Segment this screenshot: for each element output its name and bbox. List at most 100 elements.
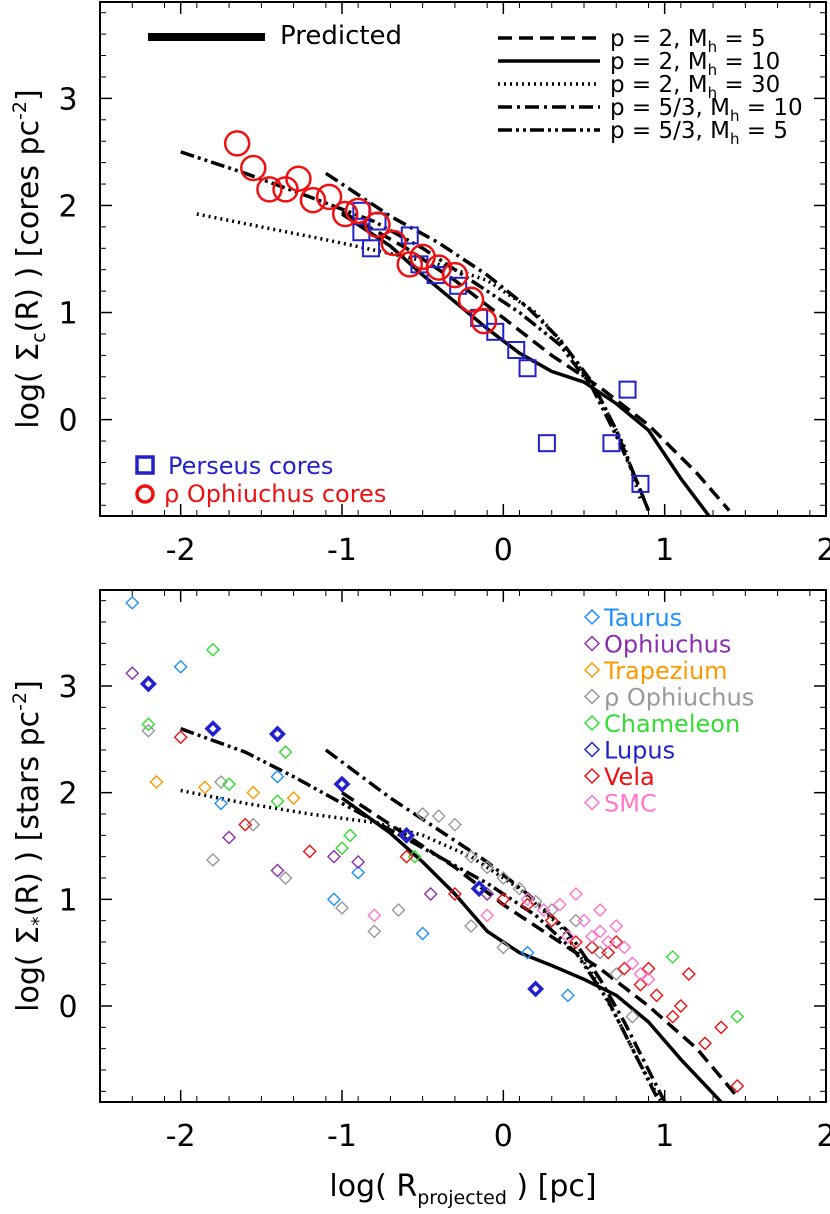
point-vela — [520, 897, 535, 912]
y-tick-label: 1 — [58, 297, 77, 332]
bottom-data-points — [125, 595, 745, 1093]
point-chameleon — [343, 828, 358, 843]
point-ophiuchus — [625, 1009, 640, 1024]
top-legend: Predicted p = 2, Mh = 5p = 2, Mh = 10p = … — [135, 21, 803, 508]
point-ophiuchus-cores — [380, 229, 407, 257]
point-ophiuchus-cores — [331, 200, 359, 228]
x-tick-label: -1 — [327, 533, 357, 568]
point-vela — [601, 945, 616, 960]
point-taurus — [270, 769, 285, 784]
top-y-axis-label: log( Σc(R) ) [cores pc-2] — [9, 89, 50, 428]
point-ophiuchus — [326, 849, 341, 864]
model-legend-label: p = 5/3, Mh = 5 — [610, 118, 788, 148]
point-chameleon — [270, 794, 285, 809]
point-ophiuchus — [214, 775, 228, 789]
perseus-legend-marker — [135, 455, 155, 475]
model-line-dashdotdot — [180, 727, 659, 1098]
point-perseus-cores — [618, 380, 637, 399]
point-smc — [593, 924, 608, 939]
point-smc — [480, 908, 495, 923]
point-ophiuchus — [270, 863, 285, 878]
point-taurus — [214, 796, 228, 811]
x-tick-label: -2 — [166, 533, 196, 568]
point-ophiuchus — [464, 849, 479, 864]
point-chameleon — [278, 745, 293, 760]
y-tick-label: 3 — [58, 82, 77, 117]
x-tick-label: 1 — [655, 533, 674, 568]
y-tick-label: 0 — [58, 990, 77, 1025]
point-vela — [730, 1079, 745, 1093]
point-vela — [544, 913, 559, 928]
point-vela — [698, 1036, 712, 1051]
point-vela — [617, 961, 632, 976]
point-vela — [238, 817, 253, 832]
point-smc — [593, 903, 608, 917]
point-lupus — [139, 675, 157, 693]
model-line-solid — [340, 796, 723, 1102]
bottom-plot-frame — [99, 589, 827, 1103]
point-smc — [520, 892, 535, 907]
point-ophiuchus — [609, 967, 624, 981]
point-smc — [560, 929, 575, 944]
point-ophiuchus — [593, 945, 608, 960]
point-ophiuchus-cores — [315, 183, 343, 211]
point-ophiuchus-cores — [457, 286, 485, 313]
model-legend-label: p = 2, Mh = 10 — [610, 49, 780, 79]
point-taurus — [326, 892, 341, 907]
point-ophiuchus — [205, 852, 220, 867]
point-trapezium — [149, 775, 164, 789]
point-vela — [633, 977, 648, 992]
y-tick-label: 1 — [58, 883, 77, 918]
point-vela — [714, 1020, 729, 1035]
point-smc — [536, 903, 551, 917]
point-smc — [568, 887, 583, 901]
point-ophiuchus — [415, 807, 430, 821]
point-ophiuchus — [512, 881, 527, 896]
ophiuchus-legend-marker — [135, 484, 155, 504]
bottom-y-axis-label: log( Σ*(R) ) [stars pc-2] — [9, 680, 50, 1012]
point-vela — [673, 999, 688, 1013]
point-ophiuchus — [568, 913, 583, 928]
point-vela — [649, 988, 664, 1003]
point-smc — [367, 908, 382, 923]
y-tick-label: 0 — [58, 404, 77, 439]
point-chameleon — [335, 841, 349, 856]
x-tick-label: 2 — [816, 1119, 830, 1154]
point-ophiuchus — [528, 894, 543, 909]
y-tick-label: 3 — [58, 670, 77, 705]
x-tick-label: 1 — [655, 1119, 674, 1154]
legend-label: Lupus — [604, 737, 675, 765]
model-legend-label: p = 2, Mh = 30 — [610, 72, 780, 102]
x-tick-label: -2 — [166, 1119, 196, 1154]
x-tick-label: 0 — [494, 1119, 513, 1154]
model-line-dotted — [180, 788, 663, 1102]
point-ophiuchus-cores — [285, 165, 312, 192]
point-ophiuchus-cores — [256, 176, 283, 203]
point-smc — [585, 929, 600, 944]
model-line-dashed — [341, 210, 731, 512]
top-axes: -2 -1 0 1 2 0 1 2 3 — [58, 2, 830, 568]
predicted-legend-label: Predicted — [280, 21, 402, 51]
legend-marker — [583, 688, 601, 705]
point-trapezium — [197, 780, 212, 795]
point-ophiuchus — [431, 809, 446, 824]
y-tick-label: 2 — [58, 777, 77, 812]
point-chameleon — [730, 1009, 745, 1024]
legend-marker — [583, 714, 601, 732]
point-ophiuchus-cores — [223, 130, 251, 157]
point-ophiuchus — [496, 871, 511, 885]
point-lupus — [398, 826, 416, 844]
point-ophiuchus-cores — [396, 251, 424, 278]
point-taurus — [125, 595, 140, 610]
legend-marker — [583, 741, 601, 758]
point-smc — [641, 972, 656, 987]
point-chameleon — [222, 777, 237, 792]
point-lupus — [268, 725, 286, 743]
legend-marker — [583, 608, 601, 626]
point-ophiuchus-cores — [344, 197, 372, 225]
model-line-dotted — [196, 212, 643, 501]
point-perseus-cores — [518, 359, 537, 378]
legend-marker — [583, 767, 601, 785]
point-smc — [617, 940, 632, 955]
